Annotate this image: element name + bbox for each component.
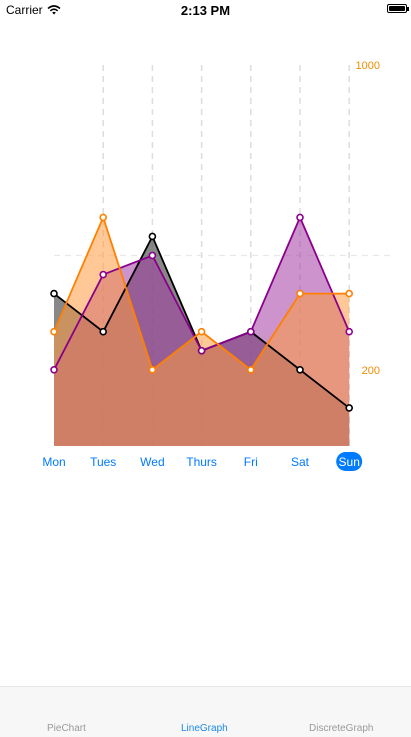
data-point-s2-thurs	[197, 327, 206, 336]
data-point-s1-sat	[296, 213, 304, 222]
data-point-s0-sun	[345, 404, 354, 412]
x-axis-label-thurs[interactable]: Thurs	[186, 455, 217, 469]
data-point-s1-sun	[345, 327, 354, 336]
data-point-s2-wed	[148, 365, 157, 374]
data-point-s0-mon	[50, 289, 58, 298]
x-axis-label-fri[interactable]: Fri	[244, 455, 258, 469]
carrier-label: Carrier	[6, 3, 43, 17]
data-point-s0-wed	[148, 232, 157, 241]
x-axis-label-tues[interactable]: Tues	[90, 455, 116, 469]
data-point-s1-wed	[148, 251, 157, 260]
selected-day-highlight	[336, 452, 363, 471]
data-point-s2-tues	[99, 213, 107, 222]
line-graph[interactable]: 1000 200 Mon Tues Wed Thurs Fri Sat Sun	[0, 0, 411, 480]
wifi-icon	[47, 5, 61, 15]
tab-piechart[interactable]: PieChart	[47, 723, 86, 734]
data-point-s2-sat	[296, 289, 304, 298]
carrier-info: Carrier	[6, 3, 61, 17]
data-point-s1-thurs	[197, 346, 206, 355]
data-point-s1-fri	[247, 327, 255, 336]
data-point-s1-mon	[50, 365, 58, 374]
x-axis-label-wed[interactable]: Wed	[140, 455, 164, 469]
tab-discretegraph[interactable]: DiscreteGraph	[309, 723, 374, 734]
x-axis-label-sun[interactable]: Sun	[339, 455, 360, 469]
data-point-s2-fri	[247, 365, 255, 374]
data-point-s2-mon	[50, 327, 58, 336]
data-point-s2-sun	[345, 289, 354, 298]
status-time: 2:13 PM	[180, 3, 231, 18]
x-axis-label-sat[interactable]: Sat	[291, 455, 310, 469]
battery-icon	[387, 4, 409, 13]
data-point-s0-sat	[296, 365, 304, 374]
y-axis-label-top: 1000	[356, 60, 380, 72]
tab-linegraph[interactable]: LineGraph	[181, 723, 228, 734]
data-point-s0-tues	[99, 327, 107, 336]
y-axis-label-low: 200	[362, 365, 380, 377]
x-axis-label-mon[interactable]: Mon	[42, 455, 65, 469]
status-bar: Carrier 2:13 PM	[0, 0, 411, 20]
data-point-s1-tues	[99, 270, 107, 279]
tab-bar: PieChart LineGraph DiscreteGraph	[0, 686, 411, 737]
